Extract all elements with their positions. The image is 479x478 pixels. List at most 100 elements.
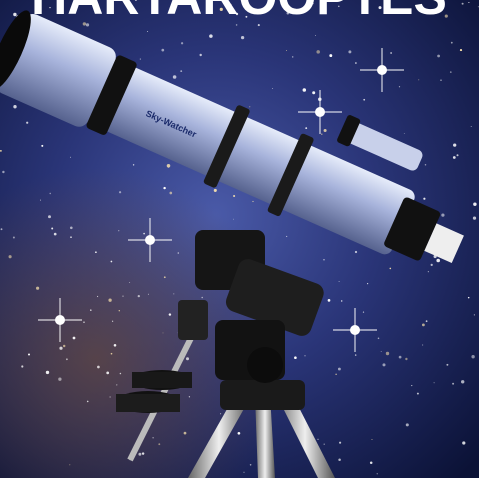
star	[440, 80, 441, 81]
star	[468, 2, 469, 3]
star	[453, 156, 456, 159]
star	[120, 373, 122, 375]
star	[233, 219, 234, 220]
star	[370, 461, 373, 464]
star	[450, 71, 452, 73]
star	[461, 380, 464, 383]
star	[143, 233, 145, 235]
star	[471, 355, 474, 358]
star	[434, 382, 435, 383]
star	[138, 295, 140, 297]
star	[54, 233, 57, 236]
star	[112, 321, 113, 322]
star	[109, 396, 110, 397]
star	[423, 198, 425, 200]
star	[405, 358, 407, 360]
star	[471, 126, 472, 127]
star	[83, 321, 85, 323]
cover-image: HARTAROOPTES Sky-Watcher	[0, 0, 479, 478]
star	[316, 50, 320, 54]
star	[73, 337, 76, 340]
star	[399, 86, 400, 87]
star	[58, 378, 61, 381]
star	[425, 164, 427, 166]
star	[167, 164, 171, 168]
star	[386, 352, 389, 355]
star	[363, 312, 364, 313]
star	[462, 441, 465, 444]
star	[97, 296, 98, 297]
star	[13, 13, 16, 16]
star	[152, 437, 153, 438]
star	[163, 187, 165, 189]
star	[323, 259, 324, 260]
star	[158, 443, 160, 445]
star	[233, 195, 235, 197]
title: HARTAROOPTES	[31, 0, 447, 25]
star	[303, 88, 307, 92]
star	[180, 70, 182, 72]
star	[163, 332, 164, 333]
star	[184, 432, 187, 435]
star	[292, 56, 294, 58]
star	[41, 145, 43, 147]
star	[441, 213, 444, 216]
star	[201, 297, 203, 299]
star	[119, 191, 121, 193]
star	[462, 3, 464, 5]
star	[0, 150, 2, 152]
star	[140, 59, 141, 60]
star	[147, 31, 148, 32]
star	[164, 276, 166, 278]
star	[456, 154, 458, 156]
star	[116, 384, 117, 385]
star	[49, 193, 50, 194]
star	[453, 143, 456, 146]
star	[69, 464, 70, 465]
star	[399, 356, 402, 359]
star	[148, 294, 149, 295]
star	[244, 472, 245, 473]
star	[451, 42, 453, 44]
star	[13, 236, 15, 238]
star	[97, 366, 100, 369]
star	[304, 355, 305, 356]
star	[138, 453, 141, 456]
star	[446, 364, 448, 366]
star	[178, 252, 180, 254]
star	[338, 458, 341, 461]
star	[339, 281, 340, 282]
star	[312, 91, 315, 94]
star	[169, 313, 171, 315]
star	[411, 385, 412, 386]
star	[422, 345, 423, 346]
star	[129, 282, 130, 283]
star	[328, 299, 331, 302]
star	[338, 368, 341, 371]
star	[473, 202, 476, 205]
star	[118, 230, 119, 231]
star	[367, 283, 368, 284]
star	[321, 134, 322, 135]
star	[13, 105, 16, 108]
star	[186, 357, 189, 360]
star	[305, 127, 307, 129]
star	[36, 287, 39, 290]
star	[339, 442, 341, 444]
star	[426, 320, 428, 322]
star	[315, 35, 316, 36]
star	[406, 423, 409, 426]
star	[119, 310, 120, 311]
star	[437, 55, 440, 58]
star	[142, 452, 144, 454]
star	[272, 88, 273, 89]
star	[122, 296, 123, 297]
star	[181, 42, 183, 44]
star	[238, 432, 241, 435]
star	[389, 268, 391, 270]
star	[422, 323, 425, 326]
star	[63, 345, 65, 347]
star	[381, 351, 382, 352]
star	[169, 192, 172, 195]
star	[111, 261, 113, 263]
